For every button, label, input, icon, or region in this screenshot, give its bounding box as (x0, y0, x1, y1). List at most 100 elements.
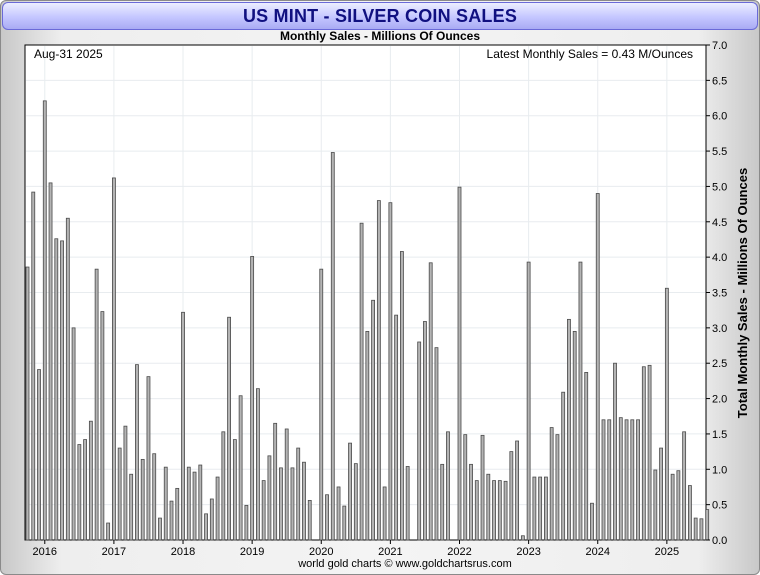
bar (618, 417, 623, 541)
y-tick-label: 6.5 (712, 75, 727, 87)
bar (423, 321, 427, 541)
bar (647, 364, 652, 541)
bar (405, 466, 410, 541)
x-tick-label: 2019 (240, 546, 264, 558)
bar (221, 431, 226, 541)
bar (388, 202, 393, 541)
bar (572, 330, 577, 541)
bar (117, 447, 122, 541)
bar (261, 480, 266, 541)
bar (526, 261, 531, 541)
x-tick-label: 2025 (655, 546, 679, 558)
y-tick-label: 0.5 (712, 500, 727, 512)
bar (567, 318, 571, 541)
bar (83, 439, 87, 541)
bar (60, 240, 64, 541)
bar (544, 476, 548, 541)
bar (641, 366, 646, 541)
x-tick-label: 2022 (447, 546, 471, 558)
bar (595, 193, 600, 541)
bar (682, 431, 687, 541)
y-tick-label: 3.5 (712, 288, 727, 300)
bar (135, 364, 139, 541)
bar (31, 191, 36, 541)
bar (94, 268, 99, 541)
bar (457, 186, 462, 541)
bar (106, 522, 111, 541)
bar (198, 464, 203, 541)
bar (215, 476, 220, 541)
bar (48, 182, 53, 541)
bar (146, 376, 151, 541)
x-axis: 2016 2017 2018 2019 2020 2021 2022 2023 2024 2025 (33, 540, 679, 558)
bar (204, 513, 208, 541)
y-axis: 0.0 0.5 1.0 1.5 2.0 2.5 3.0 3.5 4.0 4.5 5.0 5.5 6.0 6… (706, 40, 727, 547)
chart-subtitle: Monthly Sales - Millions Of Ounces (279, 29, 481, 43)
bar (515, 440, 519, 541)
y-tick-label: 1.0 (712, 464, 727, 476)
bar (365, 330, 370, 541)
bar (670, 473, 675, 541)
bar (549, 427, 554, 541)
date-annotation: Aug-31 2025 (34, 47, 103, 61)
bar (359, 222, 364, 541)
bar (42, 100, 47, 541)
x-tick-label: 2017 (102, 546, 126, 558)
bar (428, 262, 433, 541)
bar (325, 494, 329, 541)
bar (584, 372, 589, 541)
bar (469, 463, 473, 541)
bar (555, 434, 560, 541)
bar (693, 517, 698, 541)
bar (601, 419, 606, 541)
bar (664, 287, 669, 541)
bar (71, 327, 76, 541)
y-tick-label: 4.0 (712, 252, 727, 264)
bar (181, 311, 185, 541)
bar (65, 217, 70, 541)
bar (163, 466, 168, 541)
bar (348, 442, 352, 541)
bar (699, 518, 704, 541)
bar (630, 419, 635, 541)
bar (284, 428, 289, 541)
y-tick-label: 5.0 (712, 181, 727, 193)
y-tick-label: 6.0 (712, 111, 727, 123)
bar (319, 268, 324, 541)
bar (688, 485, 692, 541)
bar (227, 316, 232, 541)
latest-sales-annotation: Latest Monthly Sales = 0.43 M/Ounces (487, 47, 693, 61)
bar (394, 314, 399, 541)
bar (158, 517, 162, 541)
x-tick-label: 2020 (309, 546, 333, 558)
bar (100, 311, 105, 541)
bar (497, 480, 502, 541)
bar (342, 505, 347, 541)
y-tick-label: 1.5 (712, 429, 727, 441)
bar (636, 419, 640, 541)
x-tick-label: 2016 (33, 546, 57, 558)
bar (353, 463, 358, 541)
bar (250, 256, 255, 541)
bar (330, 152, 335, 541)
bar (520, 535, 525, 541)
x-tick-label: 2024 (585, 546, 609, 558)
y-axis-label: Total Monthly Sales - Millions Of Ounces (735, 168, 750, 418)
bar (446, 431, 450, 541)
bar (129, 473, 134, 541)
bar (186, 466, 191, 541)
bar (192, 471, 197, 541)
bar (273, 422, 278, 541)
bar (307, 499, 312, 541)
bar (279, 467, 283, 541)
bar (175, 487, 180, 541)
bar (382, 486, 387, 541)
bar (607, 419, 612, 541)
bar (112, 177, 116, 541)
bar (474, 480, 479, 541)
x-tick-label: 2023 (516, 546, 540, 558)
bar (376, 200, 381, 541)
bar (561, 391, 566, 541)
bar (463, 434, 468, 541)
